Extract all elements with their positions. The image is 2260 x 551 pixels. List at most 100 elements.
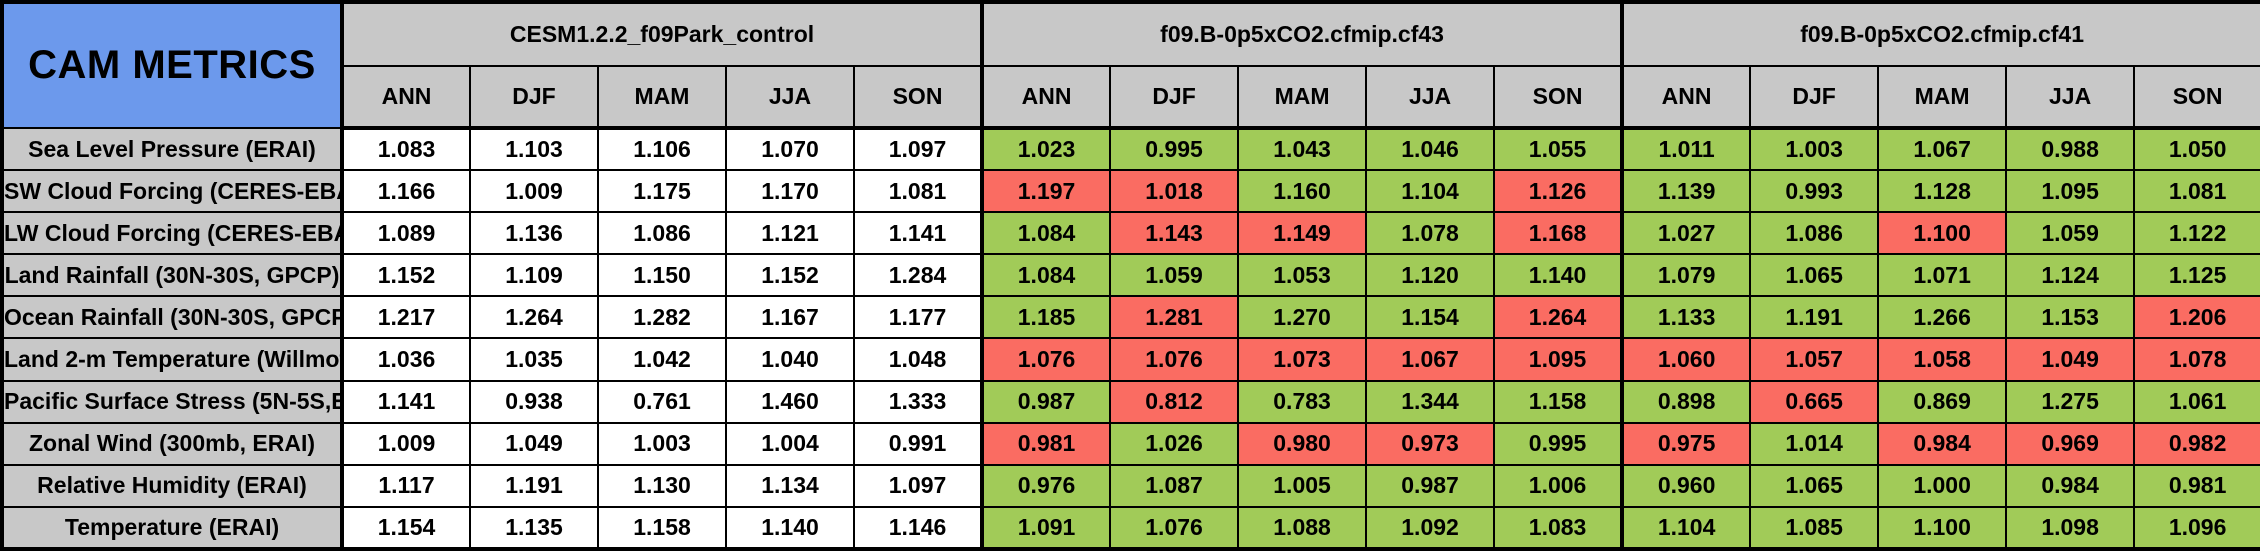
table-title: CAM METRICS [1, 1, 344, 129]
metric-value-cell: 1.095 [1493, 337, 1624, 382]
metric-value-cell: 1.333 [852, 379, 984, 424]
metric-value-cell: 1.060 [1620, 337, 1752, 382]
metric-value-cell: 1.166 [340, 169, 471, 214]
metric-value-cell: 1.134 [725, 463, 855, 508]
metric-value-cell: 1.140 [1493, 253, 1624, 298]
metric-value-cell: 1.266 [1877, 295, 2008, 340]
metric-value-cell: 1.048 [852, 337, 984, 382]
season-header-son: SON [852, 65, 984, 130]
metric-row-label: Land Rainfall (30N-30S, GPCP) [1, 253, 344, 298]
metric-value-cell: 1.073 [1237, 337, 1368, 382]
metric-value-cell: 1.046 [1365, 126, 1496, 172]
season-header-mam: MAM [1877, 65, 2008, 130]
metric-value-cell: 0.973 [1365, 421, 1496, 466]
table-row: Sea Level Pressure (ERAI) 1.083 1.103 1.106… [1, 126, 2260, 172]
metric-row-label: Relative Humidity (ERAI) [1, 463, 344, 508]
metric-value-cell: 1.460 [725, 379, 855, 424]
metric-value-cell: 1.091 [980, 505, 1112, 551]
metric-value-cell: 1.121 [725, 211, 855, 256]
metric-value-cell: 1.027 [1620, 211, 1752, 256]
season-header-mam: MAM [1237, 65, 1368, 130]
metric-value-cell: 1.104 [1620, 505, 1752, 551]
metric-value-cell: 1.087 [1109, 463, 1240, 508]
metric-value-cell: 1.191 [469, 463, 599, 508]
metric-value-cell: 1.023 [980, 126, 1112, 172]
metric-value-cell: 0.995 [1493, 421, 1624, 466]
metric-value-cell: 0.981 [2133, 463, 2260, 508]
metric-value-cell: 0.976 [980, 463, 1112, 508]
season-header-djf: DJF [1109, 65, 1240, 130]
model-header-row: CAM METRICS CESM1.2.2_f09Park_control f0… [1, 1, 2260, 129]
table-row: Relative Humidity (ERAI) 1.117 1.191 1.130 1… [1, 463, 2260, 508]
metric-value-cell: 1.100 [1877, 505, 2008, 551]
metric-value-cell: 1.009 [340, 421, 471, 466]
metric-value-cell: 1.076 [980, 337, 1112, 382]
metric-value-cell: 1.059 [1109, 253, 1240, 298]
metric-value-cell: 1.158 [1493, 379, 1624, 424]
metric-value-cell: 1.042 [597, 337, 727, 382]
metric-value-cell: 1.011 [1620, 126, 1752, 172]
metric-value-cell: 1.136 [469, 211, 599, 256]
season-header-son: SON [2133, 65, 2260, 130]
metric-value-cell: 1.170 [725, 169, 855, 214]
metric-value-cell: 1.049 [2005, 337, 2136, 382]
metric-value-cell: 1.076 [1109, 337, 1240, 382]
metric-value-cell: 0.993 [1749, 169, 1880, 214]
metric-value-cell: 1.014 [1749, 421, 1880, 466]
metric-value-cell: 0.898 [1620, 379, 1752, 424]
metric-value-cell: 1.061 [2133, 379, 2260, 424]
metric-value-cell: 1.133 [1620, 295, 1752, 340]
metric-value-cell: 1.083 [1493, 505, 1624, 551]
metric-row-label: Sea Level Pressure (ERAI) [1, 126, 344, 172]
metric-value-cell: 1.035 [469, 337, 599, 382]
metric-value-cell: 1.043 [1237, 126, 1368, 172]
metric-value-cell: 0.869 [1877, 379, 2008, 424]
metric-value-cell: 1.264 [1493, 295, 1624, 340]
metric-value-cell: 0.783 [1237, 379, 1368, 424]
metric-value-cell: 1.078 [1365, 211, 1496, 256]
metric-value-cell: 1.177 [852, 295, 984, 340]
metric-value-cell: 0.995 [1109, 126, 1240, 172]
metric-value-cell: 1.092 [1365, 505, 1496, 551]
metric-value-cell: 1.130 [597, 463, 727, 508]
metric-row-label: Pacific Surface Stress (5N-5S,ERS) [1, 379, 344, 424]
metric-value-cell: 1.146 [852, 505, 984, 551]
metric-value-cell: 1.175 [597, 169, 727, 214]
metric-value-cell: 1.150 [597, 253, 727, 298]
metric-value-cell: 1.152 [725, 253, 855, 298]
metric-value-cell: 1.096 [2133, 505, 2260, 551]
metric-value-cell: 1.088 [1237, 505, 1368, 551]
metric-value-cell: 1.154 [340, 505, 471, 551]
model-header-cf41: f09.B-0p5xCO2.cfmip.cf41 [1620, 1, 2260, 67]
metric-row-label: SW Cloud Forcing (CERES-EBAF) [1, 169, 344, 214]
metric-value-cell: 1.124 [2005, 253, 2136, 298]
metric-value-cell: 0.761 [597, 379, 727, 424]
metric-value-cell: 0.981 [980, 421, 1112, 466]
metric-value-cell: 1.009 [469, 169, 599, 214]
metric-value-cell: 0.991 [852, 421, 984, 466]
metric-value-cell: 1.005 [1237, 463, 1368, 508]
metric-value-cell: 1.168 [1493, 211, 1624, 256]
metric-value-cell: 1.152 [340, 253, 471, 298]
season-header-ann: ANN [980, 65, 1112, 130]
metric-value-cell: 1.270 [1237, 295, 1368, 340]
metric-value-cell: 1.040 [725, 337, 855, 382]
metric-value-cell: 1.117 [340, 463, 471, 508]
metric-value-cell: 0.980 [1237, 421, 1368, 466]
metric-value-cell: 0.960 [1620, 463, 1752, 508]
metric-value-cell: 1.158 [597, 505, 727, 551]
metric-value-cell: 1.067 [1365, 337, 1496, 382]
metric-value-cell: 1.217 [340, 295, 471, 340]
metric-value-cell: 1.055 [1493, 126, 1624, 172]
metric-value-cell: 1.057 [1749, 337, 1880, 382]
model-header-cf43: f09.B-0p5xCO2.cfmip.cf43 [980, 1, 1624, 67]
table-header: CAM METRICS CESM1.2.2_f09Park_control f0… [1, 1, 2260, 130]
metric-value-cell: 1.141 [340, 379, 471, 424]
metric-value-cell: 1.065 [1749, 463, 1880, 508]
metric-value-cell: 1.167 [725, 295, 855, 340]
metric-value-cell: 0.987 [1365, 463, 1496, 508]
metric-value-cell: 1.095 [2005, 169, 2136, 214]
metric-value-cell: 1.109 [469, 253, 599, 298]
